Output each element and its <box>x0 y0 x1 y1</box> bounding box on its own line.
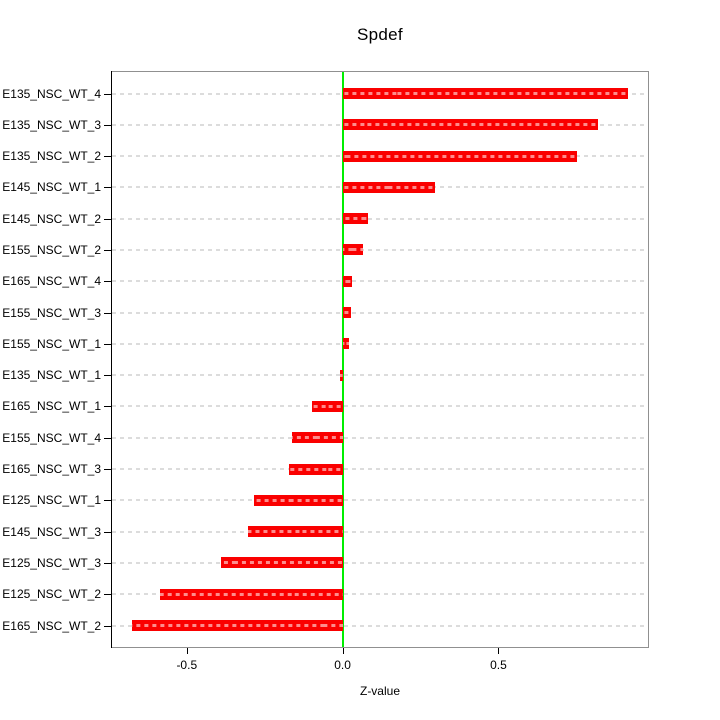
bar-texture <box>342 217 368 221</box>
bar-E125_NSC_WT_1 <box>254 494 343 506</box>
gridline <box>112 405 648 408</box>
bar-E145_NSC_WT_2 <box>342 213 368 225</box>
bar-E155_NSC_WT_1 <box>342 338 349 350</box>
bar-texture <box>342 92 629 95</box>
y-axis-tick <box>104 469 112 471</box>
bar-texture <box>288 467 343 471</box>
y-axis-tick <box>104 156 112 158</box>
gridline <box>112 217 648 220</box>
chart-title: Spdef <box>357 25 403 44</box>
zero-line <box>341 72 344 647</box>
gridline <box>112 374 648 377</box>
bar-E165_NSC_WT_3 <box>288 463 343 475</box>
bar-texture <box>254 498 343 502</box>
bar-texture <box>342 248 363 252</box>
gridline <box>112 342 648 345</box>
bar-E145_NSC_WT_3 <box>247 526 343 538</box>
gridline <box>112 280 648 283</box>
y-axis-tick <box>104 594 112 596</box>
y-axis-label: E125_NSC_WT_3 <box>2 555 101 570</box>
plot-area <box>111 71 649 648</box>
y-axis-label: E135_NSC_WT_4 <box>2 86 101 101</box>
y-axis-tick <box>104 312 112 314</box>
x-axis-tick-label: -0.5 <box>176 658 198 672</box>
x-axis-tick <box>342 648 344 654</box>
bar-E155_NSC_WT_2 <box>342 244 363 256</box>
bar-E135_NSC_WT_2 <box>342 150 577 162</box>
bar-texture <box>312 404 343 408</box>
y-axis-label: E155_NSC_WT_3 <box>2 305 101 320</box>
y-axis-tick <box>104 406 112 408</box>
bar-texture <box>340 373 343 377</box>
x-axis-tick-label: 0.0 <box>334 658 351 672</box>
bar-E155_NSC_WT_3 <box>342 307 352 319</box>
bar-texture <box>292 436 343 440</box>
bar-E135_NSC_WT_3 <box>342 119 599 131</box>
gridline <box>112 468 648 471</box>
bar-texture <box>342 185 436 189</box>
gridline <box>112 530 648 533</box>
gridline <box>112 311 648 314</box>
bar-texture <box>342 154 577 158</box>
gridline <box>112 561 648 564</box>
y-axis-label: E135_NSC_WT_3 <box>2 117 101 132</box>
y-axis-tick <box>104 500 112 502</box>
y-axis-label: E155_NSC_WT_2 <box>2 242 101 257</box>
bar-E135_NSC_WT_4 <box>342 88 629 99</box>
y-axis-label: E165_NSC_WT_1 <box>2 399 101 414</box>
y-axis-label: E125_NSC_WT_1 <box>2 493 101 508</box>
y-axis-tick <box>104 531 112 533</box>
bar-texture <box>342 311 352 315</box>
gridline <box>112 593 648 596</box>
bar-E125_NSC_WT_2 <box>160 588 343 600</box>
bar-texture <box>221 561 343 565</box>
y-axis-line <box>111 71 112 648</box>
bar-E145_NSC_WT_1 <box>342 181 436 193</box>
y-axis-label: E165_NSC_WT_3 <box>2 462 101 477</box>
y-axis-tick <box>104 375 112 377</box>
bar-E125_NSC_WT_3 <box>221 557 343 569</box>
y-axis-label: E155_NSC_WT_1 <box>2 336 101 351</box>
gridline <box>112 624 648 627</box>
y-axis-label: E155_NSC_WT_4 <box>2 430 101 445</box>
x-axis-tick-label: 0.5 <box>490 658 507 672</box>
bar-texture <box>247 530 343 534</box>
y-axis-tick <box>104 124 112 126</box>
y-axis-label: E145_NSC_WT_2 <box>2 211 101 226</box>
x-axis-tick <box>498 648 500 654</box>
bar-texture <box>160 592 343 596</box>
bar-E165_NSC_WT_4 <box>342 275 353 287</box>
y-axis-tick <box>104 562 112 564</box>
gridline <box>112 436 648 439</box>
y-axis-tick <box>104 625 112 627</box>
y-axis-label: E135_NSC_WT_2 <box>2 149 101 164</box>
y-axis-tick <box>104 437 112 439</box>
gridline <box>112 248 648 251</box>
y-axis-label: E135_NSC_WT_1 <box>2 368 101 383</box>
gridline <box>112 499 648 502</box>
y-axis-label: E165_NSC_WT_4 <box>2 274 101 289</box>
y-axis-label: E145_NSC_WT_1 <box>2 180 101 195</box>
y-axis-label: E165_NSC_WT_2 <box>2 618 101 633</box>
y-axis-label: E125_NSC_WT_2 <box>2 587 101 602</box>
y-axis-tick <box>104 93 112 95</box>
y-axis-tick <box>104 218 112 220</box>
bar-texture <box>342 123 599 127</box>
bar-texture <box>342 342 349 346</box>
bar-E165_NSC_WT_1 <box>312 400 343 412</box>
x-axis-tick <box>186 648 188 654</box>
x-axis-title: Z-value <box>359 684 400 698</box>
bar-texture <box>131 624 343 627</box>
bar-E135_NSC_WT_1 <box>340 369 343 381</box>
bar-E155_NSC_WT_4 <box>292 432 343 444</box>
y-axis-label: E145_NSC_WT_3 <box>2 524 101 539</box>
y-axis-tick <box>104 249 112 251</box>
y-axis-tick <box>104 281 112 283</box>
y-axis-tick <box>104 187 112 189</box>
bar-E165_NSC_WT_2 <box>131 620 343 631</box>
y-axis-tick <box>104 343 112 345</box>
bar-texture <box>342 279 353 283</box>
